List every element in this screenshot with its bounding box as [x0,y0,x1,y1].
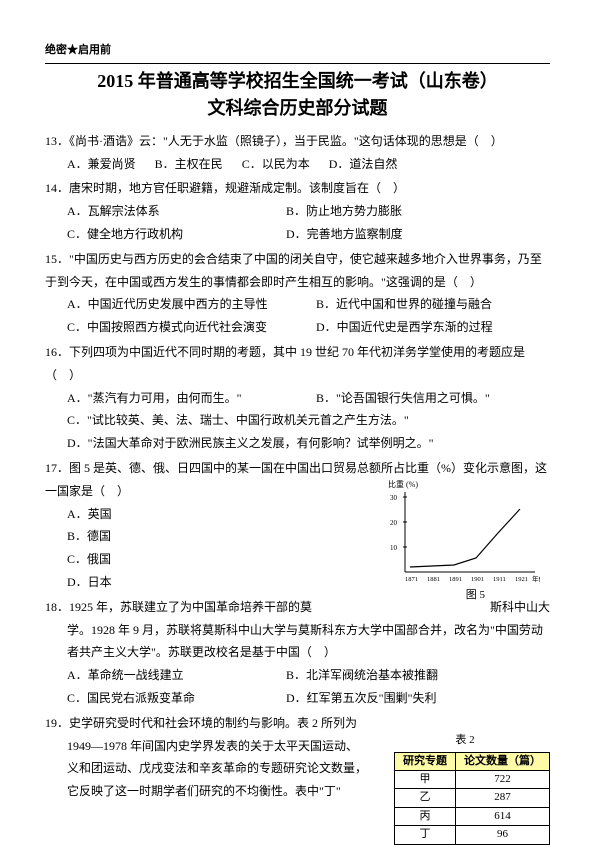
q15-num: 15． [45,252,69,266]
q14-options-row2: C．健全地方行政机构 D．完善地方监察制度 [45,223,550,246]
q14-opt-d: D．完善地方监察制度 [286,223,403,246]
cell-ding: 丁 [395,826,456,844]
ytick-30: 30 [390,494,398,502]
q16-opt-a: A．"蒸汽有力可用，由何而生。" [67,387,297,410]
table-2: 研究专题 论文数量（篇） 甲722 乙287 丙614 丁96 [394,752,550,845]
q19-text1: 史学研究受时代和社会环境的制约与影响。表 2 所列为 [69,716,357,730]
q16-opt-d-row: D．"法国大革命对于欧洲民族主义之发展，有何影响？试举例明之。" [45,432,550,455]
table-row: 丁96 [395,826,550,844]
xtick-1921: 1921 [515,576,528,583]
q16-options-row1: A．"蒸汽有力可用，由何而生。" B．"论吾国银行失信用之可惧。" [45,387,550,410]
q18-options-row2: C．国民党右派叛变革命 D．红军第五次反"围剿"失利 [45,687,550,710]
top-hint: 绝密★启用前 [45,40,550,61]
q15-opt-a: A．中国近代历史发展中西方的主导性 [67,293,297,316]
q13-text: 《尚书·酒诰》云："人无于水监（照镜子），当于民监。"这句话体现的思想是（ ） [69,134,503,148]
question-13: 13．《尚书·酒诰》云："人无于水监（照镜子），当于民监。"这句话体现的思想是（… [45,130,550,176]
xtick-1881: 1881 [427,576,440,583]
xtick-1911: 1911 [493,576,506,583]
cell-jia-val: 722 [456,771,550,789]
q15-options-row2: C．中国按照西方模式向近代社会演变 D．中国近代史是西学东渐的过程 [45,316,550,339]
q14-opt-b: B．防止地方势力膨胀 [286,200,402,223]
table-header-1: 研究专题 [395,752,456,770]
q18-text1-tail: 斯科中山大 [490,596,550,619]
chart-y-label: 比重 (%) [388,479,418,489]
cell-bing: 丙 [395,807,456,825]
question-19: 19．史学研究受时代和社会环境的制约与影响。表 2 所列为 表 2 研究专题 论… [45,712,550,803]
q15-opt-d: D．中国近代史是西学东渐的过程 [316,316,493,339]
table-header-row: 研究专题 论文数量（篇） [395,752,550,770]
table-row: 乙287 [395,789,550,807]
question-14: 14．唐宋时期，地方官任职避籍，规避渐成定制。该制度旨在（ ） A．瓦解宗法体系… [45,177,550,245]
table2-caption: 表 2 [380,730,550,751]
cell-yi-val: 287 [456,789,550,807]
cell-ding-val: 96 [456,826,550,844]
q15-text: "中国历史与西方历史的会合结束了中国的闭关自守，使它越来越多地介入世界事务，乃至… [45,252,542,289]
xtick-1901: 1901 [471,576,484,583]
q18-opt-c: C．国民党右派叛变革命 [67,687,267,710]
q13-opt-a: A．兼爱尚贤 [67,153,136,176]
table-row: 丙614 [395,807,550,825]
q19-text3: 义和团运动、戊戌变法和辛亥革命的专题研究论文数量， [45,757,377,780]
q18-text1: 1925 年，苏联建立了为中国革命培养干部的莫 [69,600,312,614]
question-15: 15．"中国历史与西方历史的会合结束了中国的闭关自守，使它越来越多地介入世界事务… [45,248,550,339]
question-16: 16．下列四项为中国近代不同时期的考题，其中 19 世纪 70 年代初洋务学堂使… [45,341,550,455]
q14-opt-a: A．瓦解宗法体系 [67,200,267,223]
q16-opt-c-row: C．"试比较英、美、法、瑞士、中国行政机关元首之产生方法。" [45,409,550,432]
q16-opt-c: C．"试比较英、美、法、瑞士、中国行政机关元首之产生方法。" [67,413,409,427]
q19-num: 19． [45,716,69,730]
q14-opt-c: C．健全地方行政机构 [67,223,267,246]
q16-opt-b: B．"论吾国银行失信用之可惧。" [316,387,490,410]
q18-opt-a: A．革命统一战线建立 [67,664,267,687]
q16-num: 16． [45,345,69,359]
q16-opt-d: D．"法国大革命对于欧洲民族主义之发展，有何影响？试举例明之。" [67,436,433,450]
chart-line [410,509,520,567]
q14-num: 14． [45,181,69,195]
ytick-10: 10 [390,544,398,552]
q13-options: A．兼爱尚贤 B．主权在民 C．以民为本 D．道法自然 [45,153,550,176]
table-header-2: 论文数量（篇） [456,752,550,770]
q17-num: 17． [45,461,69,475]
question-18: 18．1925 年，苏联建立了为中国革命培养干部的莫 斯科中山大 学。1928 年… [45,596,550,710]
q19-text4: 它反映了这一时期学者们研究的不均衡性。表中"丁" [45,780,377,803]
q13-opt-c: C．以民为本 [242,153,310,176]
q13-opt-d: D．道法自然 [329,153,398,176]
xtick-1891: 1891 [449,576,462,583]
q13-num: 13． [45,134,69,148]
q18-num: 18． [45,600,69,614]
q18-options-row1: A．革命统一战线建立 B．北洋军阀统治基本被推翻 [45,664,550,687]
q18-text2: 学。1928 年 9 月，苏联将莫斯科中山大学与莫斯科东方大学中国部合并，改名为… [45,619,550,665]
cell-yi: 乙 [395,789,456,807]
q14-text: 唐宋时期，地方官任职避籍，规避渐成定制。该制度旨在（ ） [69,181,405,195]
q15-opt-c: C．中国按照西方模式向近代社会演变 [67,316,297,339]
q14-options-row1: A．瓦解宗法体系 B．防止地方势力膨胀 [45,200,550,223]
cell-jia: 甲 [395,771,456,789]
chart-x-label: 年份 [532,574,540,583]
q18-opt-b: B．北洋军阀统治基本被推翻 [286,664,438,687]
q18-opt-d: D．红军第五次反"围剿"失利 [286,687,436,710]
q16-text: 下列四项为中国近代不同时期的考题，其中 19 世纪 70 年代初洋务学堂使用的考… [45,345,525,382]
question-17: 17．图 5 是英、德、俄、日四国中的某一国在中国出口贸易总额所占比重（%）变化… [45,457,550,594]
q13-opt-b: B．主权在民 [155,153,223,176]
q15-options-row1: A．中国近代历史发展中西方的主导性 B．近代中国和世界的碰撞与融合 [45,293,550,316]
main-title: 2015 年普通高等学校招生全国统一考试（山东卷） [45,68,550,95]
title-underline [45,63,550,64]
ytick-20: 20 [390,519,398,527]
q15-opt-b: B．近代中国和世界的碰撞与融合 [316,293,492,316]
q19-text2: 1949—1978 年间国内史学界发表的关于太平天国运动、 [45,735,377,758]
sub-title: 文科综合历史部分试题 [45,95,550,122]
table-row: 甲722 [395,771,550,789]
cell-bing-val: 614 [456,807,550,825]
xtick-1871: 1871 [405,576,418,583]
chart-figure-5: 比重 (%) 10 20 30 1871 1881 1891 1901 1911… [380,477,540,587]
chart-caption: 图 5 [466,585,485,606]
